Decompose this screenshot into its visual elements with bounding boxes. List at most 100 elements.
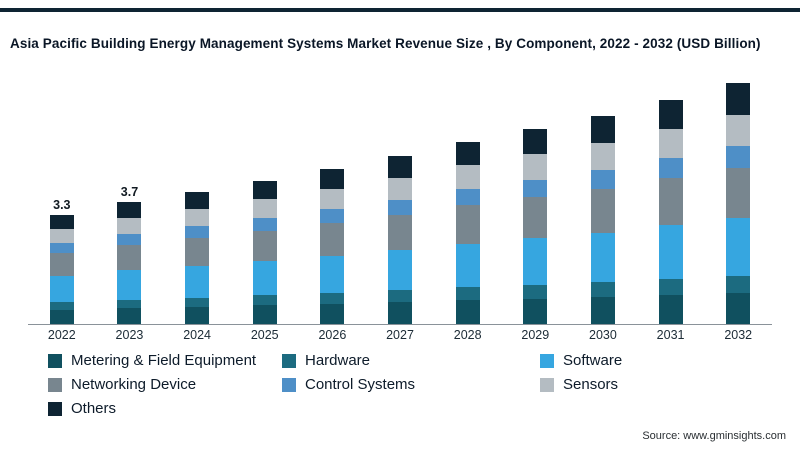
legend-label: Hardware — [305, 352, 371, 369]
bar-segment-sensors — [726, 114, 751, 146]
bar-segment-software — [658, 225, 683, 280]
stacked-bar — [590, 116, 615, 324]
bar-segment-sensors — [658, 129, 683, 159]
legend: Metering & Field Equipment Hardware Softwa… — [48, 352, 758, 417]
stacked-bar — [320, 168, 345, 324]
bar-segment-networking-device — [117, 244, 142, 271]
bar-group-2024 — [163, 62, 231, 324]
bar-segment-metering-field-equipment — [523, 298, 548, 324]
legend-item-others: Others — [48, 400, 282, 417]
bar-segment-hardware — [658, 279, 683, 295]
bar-segment-software — [185, 265, 210, 298]
bar-group-2023: 3.7 — [96, 62, 164, 324]
bar-segment-sensors — [320, 189, 345, 210]
x-axis-label: 2026 — [318, 328, 347, 342]
top-border-rule — [0, 8, 800, 12]
bar-segment-networking-device — [252, 231, 277, 262]
bar-segment-networking-device — [388, 214, 413, 251]
bar-segment-hardware — [388, 290, 413, 303]
bar-value-label: 3.3 — [53, 198, 71, 213]
bar-group-2029 — [501, 62, 569, 324]
x-axis-label: 2029 — [521, 328, 550, 342]
bar-segment-control-systems — [185, 226, 210, 239]
legend-label: Sensors — [563, 376, 619, 393]
bar-segment-networking-device — [185, 238, 210, 266]
bar-segment-others — [252, 180, 277, 200]
bar-group-2032 — [704, 62, 772, 324]
bar-segment-others — [726, 83, 751, 115]
legend-swatch-icon — [540, 377, 554, 392]
bar-segment-software — [388, 250, 413, 291]
bar-segment-others — [590, 116, 615, 144]
x-axis: 2022 2023 2024 2025 2026 2027 2028 2029 2030 2031… — [28, 328, 772, 342]
bar-segment-sensors — [252, 199, 277, 219]
bar-segment-control-systems — [726, 145, 751, 168]
legend-label: Control Systems — [305, 376, 416, 393]
legend-item-networking-device: Networking Device — [48, 376, 282, 393]
legend-swatch-icon — [282, 353, 296, 368]
bar-segment-networking-device — [455, 205, 480, 244]
stacked-bar — [726, 83, 751, 324]
x-axis-label: 2028 — [453, 328, 482, 342]
bar-segment-control-systems — [455, 188, 480, 206]
bar-segment-networking-device — [590, 189, 615, 233]
bar-segment-software — [455, 243, 480, 288]
bar-group-2022: 3.3 — [28, 62, 96, 324]
bar-segment-control-systems — [117, 233, 142, 245]
legend-swatch-icon — [48, 353, 62, 368]
legend-item-sensors: Sensors — [540, 376, 758, 393]
bar-segment-others — [117, 202, 142, 218]
x-axis-label: 2023 — [115, 328, 144, 342]
chart-title: Asia Pacific Building Energy Management … — [10, 36, 761, 51]
stacked-bar — [523, 129, 548, 324]
legend-item-hardware: Hardware — [282, 352, 540, 369]
bar-segment-networking-device — [523, 197, 548, 239]
bar-segment-hardware — [117, 299, 142, 309]
bar-group-2027 — [366, 62, 434, 324]
stacked-bar — [185, 191, 210, 324]
stacked-bar — [49, 215, 74, 324]
bar-segment-control-systems — [252, 218, 277, 232]
bar-segment-metering-field-equipment — [252, 305, 277, 324]
bar-segment-metering-field-equipment — [455, 300, 480, 324]
bar-segment-others — [455, 142, 480, 166]
bar-segment-others — [388, 155, 413, 178]
bar-group-2026 — [299, 62, 367, 324]
x-axis-label: 2024 — [183, 328, 211, 342]
bar-segment-metering-field-equipment — [726, 292, 751, 324]
bar-segment-hardware — [590, 282, 615, 297]
stacked-bar — [117, 202, 142, 324]
bar-segment-software — [523, 238, 548, 286]
bar-segment-control-systems — [658, 158, 683, 179]
bar-segment-software — [252, 261, 277, 296]
bar-segment-hardware — [49, 302, 74, 310]
bar-segment-hardware — [252, 295, 277, 306]
bar-segment-networking-device — [49, 253, 74, 277]
bar-segment-networking-device — [726, 167, 751, 219]
bar-segment-metering-field-equipment — [590, 296, 615, 324]
bar-value-label: 3.7 — [120, 185, 139, 200]
bar-segment-metering-field-equipment — [658, 295, 683, 324]
bar-segment-control-systems — [590, 170, 615, 190]
bar-segment-metering-field-equipment — [185, 306, 210, 324]
x-axis-label: 2032 — [724, 328, 753, 342]
x-axis-label: 2022 — [47, 328, 76, 342]
bar-group-2030 — [569, 62, 637, 324]
bar-segment-software — [320, 255, 345, 294]
bar-segment-metering-field-equipment — [117, 308, 142, 324]
bar-segment-metering-field-equipment — [320, 303, 345, 324]
bar-segment-metering-field-equipment — [388, 302, 413, 324]
bar-segment-control-systems — [49, 243, 74, 254]
bar-segment-control-systems — [320, 209, 345, 224]
legend-swatch-icon — [540, 353, 554, 368]
bar-segment-hardware — [726, 275, 751, 293]
bar-segment-others — [185, 191, 210, 210]
bar-segment-sensors — [590, 143, 615, 171]
bar-segment-metering-field-equipment — [49, 309, 74, 324]
stacked-bar — [388, 155, 413, 324]
bar-segment-sensors — [185, 209, 210, 227]
bar-segment-sensors — [117, 217, 142, 234]
legend-label: Others — [71, 400, 117, 417]
bar-segment-sensors — [49, 229, 74, 244]
